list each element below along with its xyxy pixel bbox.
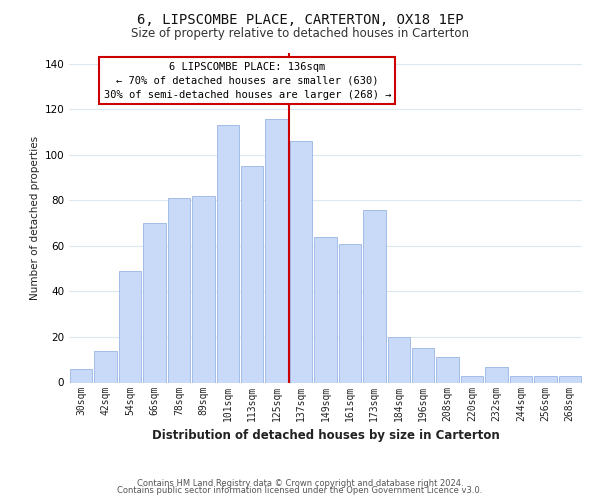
X-axis label: Distribution of detached houses by size in Carterton: Distribution of detached houses by size … [152, 429, 499, 442]
Bar [436, 358, 459, 382]
Bar [241, 166, 263, 382]
Bar [412, 348, 434, 382]
Bar [94, 350, 117, 382]
Y-axis label: Number of detached properties: Number of detached properties [30, 136, 40, 300]
Bar [290, 142, 313, 382]
Text: Contains HM Land Registry data © Crown copyright and database right 2024.: Contains HM Land Registry data © Crown c… [137, 478, 463, 488]
Bar [559, 376, 581, 382]
Text: 6 LIPSCOMBE PLACE: 136sqm
← 70% of detached houses are smaller (630)
30% of semi: 6 LIPSCOMBE PLACE: 136sqm ← 70% of detac… [104, 62, 391, 100]
Bar [143, 223, 166, 382]
Bar [388, 337, 410, 382]
Text: 6, LIPSCOMBE PLACE, CARTERTON, OX18 1EP: 6, LIPSCOMBE PLACE, CARTERTON, OX18 1EP [137, 12, 463, 26]
Bar [485, 366, 508, 382]
Bar [192, 196, 215, 382]
Bar [461, 376, 484, 382]
Bar [70, 369, 92, 382]
Bar [509, 376, 532, 382]
Bar [314, 237, 337, 382]
Bar [167, 198, 190, 382]
Bar [265, 118, 288, 382]
Text: Contains public sector information licensed under the Open Government Licence v3: Contains public sector information licen… [118, 486, 482, 495]
Bar [534, 376, 557, 382]
Bar [119, 271, 142, 382]
Bar [363, 210, 386, 382]
Text: Size of property relative to detached houses in Carterton: Size of property relative to detached ho… [131, 28, 469, 40]
Bar [217, 126, 239, 382]
Bar [338, 244, 361, 382]
